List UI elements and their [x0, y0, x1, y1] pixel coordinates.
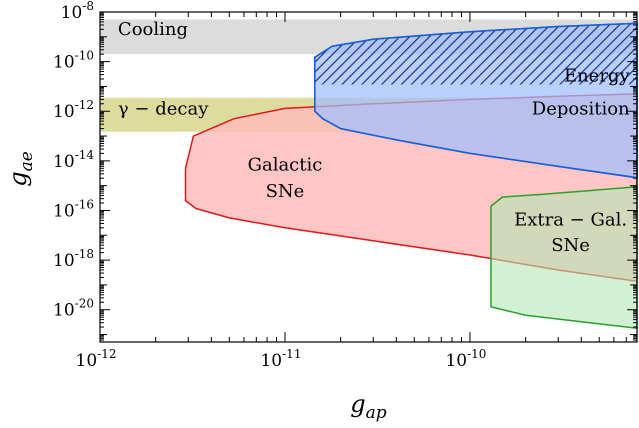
regions-layer — [184, 22, 638, 329]
x-tick-label: 10-10 — [445, 347, 486, 371]
plot-frame — [99, 11, 638, 343]
ticks-layer: 10-12 10-11 10-10 10-8 10-10 10-12 10-14 10-16 1… — [53, 0, 638, 371]
axis-titles-layer: gap gae — [4, 151, 387, 423]
y-axis-title: gae — [4, 151, 37, 187]
x-axis-title: gap — [350, 390, 387, 423]
y-tick-label: 10-18 — [53, 247, 94, 271]
label-galactic2: SNe — [266, 181, 305, 202]
y-tick-label: 10-14 — [53, 148, 94, 172]
label-galactic1: Galactic — [248, 155, 323, 176]
label-energy2: Deposition — [532, 98, 630, 119]
label-gamma: γ − decay — [118, 98, 209, 119]
region-labels-layer: Cooling γ − decay Energy Deposition Galactic… — [118, 19, 631, 256]
x-tick-label: 10-12 — [76, 347, 117, 371]
label-energy1: Energy — [564, 65, 631, 86]
label-extra1: Extra − Gal. — [514, 209, 627, 230]
y-tick-label: 10-16 — [53, 197, 94, 221]
y-tick-label: 10-20 — [53, 297, 94, 321]
label-extra2: SNe — [551, 235, 590, 256]
y-tick-label: 10-8 — [61, 0, 94, 23]
y-tick-label: 10-12 — [53, 98, 94, 122]
extra-gal-sne-region — [490, 186, 638, 329]
label-cooling: Cooling — [118, 19, 188, 40]
x-tick-label: 10-11 — [260, 347, 301, 371]
y-tick-label: 10-10 — [53, 49, 94, 73]
